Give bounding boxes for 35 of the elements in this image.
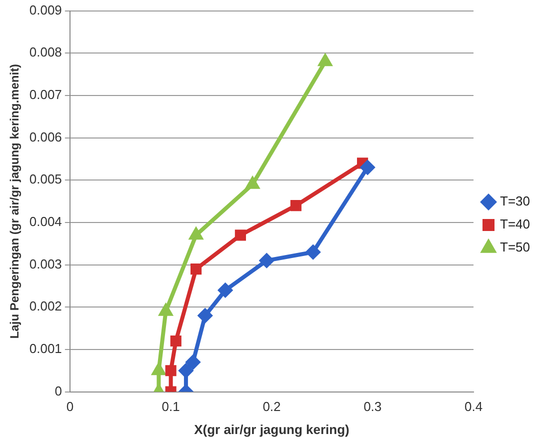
y-tick-label: 0.006 [29,129,62,144]
point [170,335,182,347]
point [290,200,302,212]
point [260,254,274,268]
x-tick-label: 0.2 [262,399,281,414]
point [152,364,166,376]
x-tick-label: 0 [66,399,74,414]
legend-label: T=50 [500,240,530,255]
legend-label: T=30 [500,194,530,209]
point [178,364,193,378]
y-tick-label: 0.009 [29,2,62,18]
y-tick-label: 0.001 [29,341,62,356]
point [318,54,332,66]
point [306,245,320,260]
y-tick-label: 0.002 [29,298,62,314]
x-tick-label: 0.4 [464,399,483,414]
y-axis-title: Laju Pengeringan (gr air/gr jagung kering.menit) [8,64,22,339]
point [198,308,212,323]
y-tick-label: 0.008 [29,44,62,60]
point [190,264,202,275]
y-tick-label: 0.003 [29,256,62,272]
x-tick-label: 0.3 [364,399,382,414]
legend-label: T=40 [500,216,530,232]
point [165,365,176,376]
y-tick-label: 0 [54,383,62,398]
y-tick-label: 0.007 [29,87,62,102]
point [159,304,172,316]
x-axis-title: X(gr air/gr jagung kering) [194,422,350,437]
point [218,283,232,298]
y-tick-label: 0.004 [29,214,62,230]
point [186,355,200,370]
y-tick-label: 0.005 [29,172,62,187]
point [360,160,375,174]
x-tick-label: 0.1 [162,399,180,414]
point [234,230,246,241]
